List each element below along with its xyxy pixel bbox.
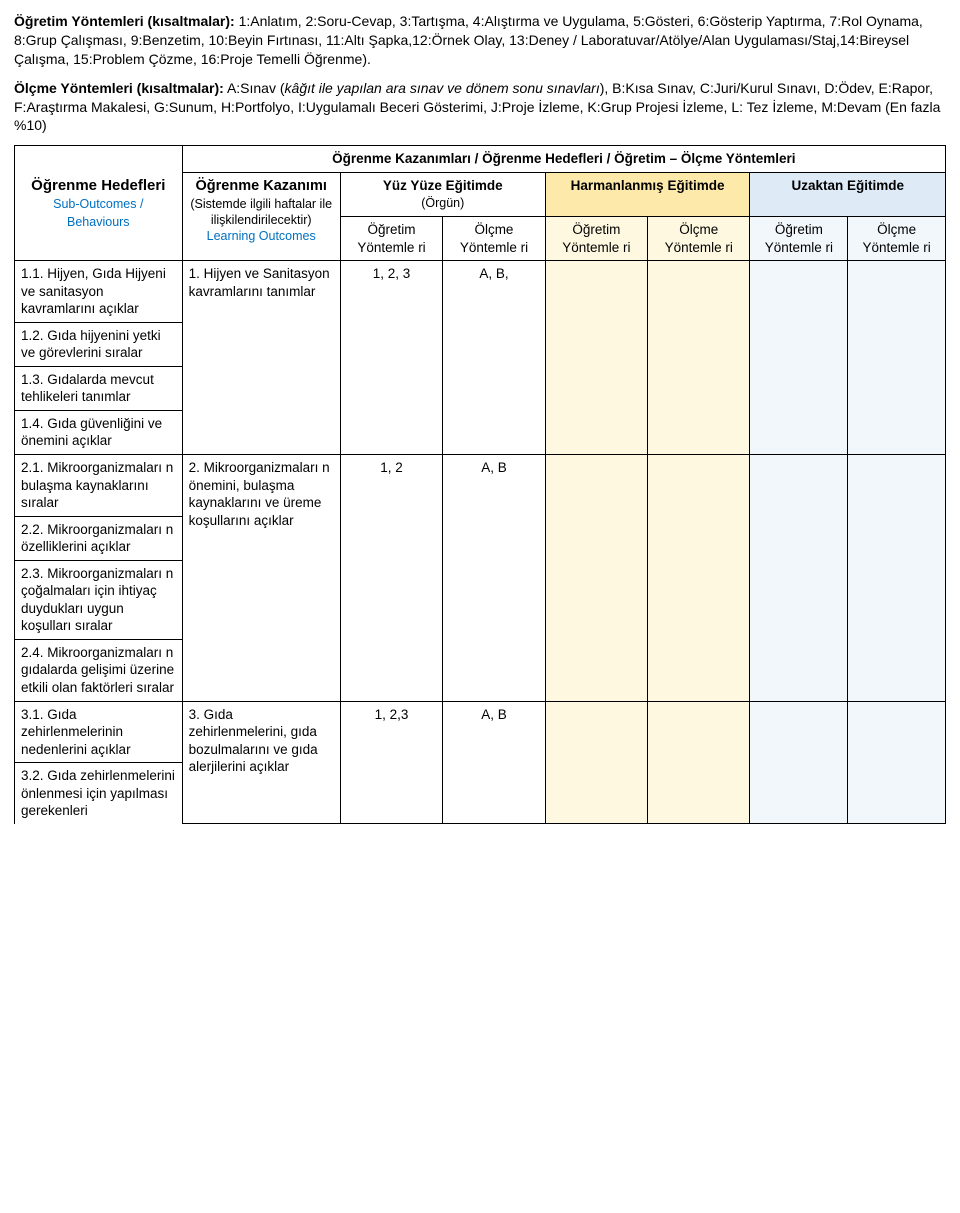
cell-2-3: 2.3. Mikroorganizmaları n çoğalmaları iç… [15, 560, 183, 639]
g2-olcme: A, B [443, 455, 545, 702]
cell-2-2: 2.2. Mikroorganizmaları n özelliklerini … [15, 516, 183, 560]
outcomes-table: Öğrenme Hedefleri Sub-Outcomes / Behavio… [14, 145, 946, 824]
g3-olcme: A, B [443, 701, 545, 824]
outcome-1: 1. Hijyen ve Sanitasyon kavramlarını tan… [182, 261, 340, 455]
g2-h-olcme [648, 455, 750, 702]
g2-u-ogretim [750, 455, 848, 702]
g3-ogretim: 1, 2,3 [340, 701, 442, 824]
kazanim-sub2: Learning Outcomes [189, 228, 334, 244]
left-header-sub: Sub-Outcomes / Behaviours [53, 197, 143, 229]
teaching-methods-paragraph: Öğretim Yöntemleri (kısaltmalar): 1:Anla… [14, 12, 946, 69]
assessment-methods-paragraph: Ölçme Yöntemleri (kısaltmalar): A:Sınav … [14, 79, 946, 136]
g3-h-olcme [648, 701, 750, 824]
row-3-1: 3.1. Gıda zehirlenmelerinin nedenlerini … [15, 701, 946, 763]
g3-h-ogretim [545, 701, 647, 824]
uzaktan-header: Uzaktan Eğitimde [750, 172, 946, 216]
harman-title: Harmanlanmış Eğitimde [571, 178, 725, 193]
assessment-em: kâğıt ile yapılan ara sınav ve dönem son… [285, 80, 600, 96]
row-1-1: 1.1. Hijyen, Gıda Hijyeni ve sanitasyon … [15, 261, 946, 323]
g1-ogretim: 1, 2, 3 [340, 261, 442, 455]
yuz-olcme-hdr: Ölçme Yöntemle ri [443, 216, 545, 260]
kazanim-header: Öğrenme Kazanımı (Sistemde ilgili haftal… [182, 172, 340, 260]
assessment-methods-label: Ölçme Yöntemleri (kısaltmalar): [14, 80, 224, 96]
g1-u-olcme [848, 261, 946, 455]
g2-ogretim: 1, 2 [340, 455, 442, 702]
cell-2-1: 2.1. Mikroorganizmaları n bulaşma kaynak… [15, 455, 183, 517]
cell-1-2: 1.2. Gıda hijyenini yetki ve görevlerini… [15, 322, 183, 366]
teaching-methods-label: Öğretim Yöntemleri (kısaltmalar): [14, 13, 235, 29]
cell-3-2: 3.2. Gıda zehirlenmelerini önlenmesi içi… [15, 763, 183, 824]
yuzyuze-header: Yüz Yüze Eğitimde (Örgün) [340, 172, 545, 216]
uzaktan-title: Uzaktan Eğitimde [791, 178, 904, 193]
cell-1-3: 1.3. Gıdalarda mevcut tehlikeleri tanıml… [15, 366, 183, 410]
g2-u-olcme [848, 455, 946, 702]
g1-h-ogretim [545, 261, 647, 455]
g1-h-olcme [648, 261, 750, 455]
kazanim-sub1: (Sistemde ilgili haftalar ile ilişkilend… [189, 196, 334, 229]
uzaktan-olcme-hdr: Ölçme Yöntemle ri [848, 216, 946, 260]
cell-2-4: 2.4. Mikroorganizmaları n gıdalarda geli… [15, 639, 183, 701]
cell-3-1: 3.1. Gıda zehirlenmelerinin nedenlerini … [15, 701, 183, 763]
main-header: Öğrenme Kazanımları / Öğrenme Hedefleri … [182, 146, 945, 173]
row-2-1: 2.1. Mikroorganizmaları n bulaşma kaynak… [15, 455, 946, 517]
g3-u-ogretim [750, 701, 848, 824]
kazanim-title: Öğrenme Kazanımı [189, 177, 334, 196]
harman-ogretim-hdr: Öğretim Yöntemle ri [545, 216, 647, 260]
uzaktan-ogretim-hdr: Öğretim Yöntemle ri [750, 216, 848, 260]
yuzyuze-sub: (Örgün) [421, 196, 464, 210]
cell-1-1: 1.1. Hijyen, Gıda Hijyeni ve sanitasyon … [15, 261, 183, 323]
outcome-2: 2. Mikroorganizmaları n önemini, bulaşma… [182, 455, 340, 702]
outcome-3: 3. Gıda zehirlenmelerini, gıda bozulmala… [182, 701, 340, 824]
left-header-cell: Öğrenme Hedefleri Sub-Outcomes / Behavio… [15, 146, 183, 261]
yuzyuze-title: Yüz Yüze Eğitimde [383, 178, 503, 193]
harman-olcme-hdr: Ölçme Yöntemle ri [648, 216, 750, 260]
harman-header: Harmanlanmış Eğitimde [545, 172, 750, 216]
assessment-pre: A:Sınav ( [224, 80, 285, 96]
left-header-title: Öğrenme Hedefleri [31, 177, 165, 194]
cell-1-4: 1.4. Gıda güvenliğini ve önemini açıklar [15, 410, 183, 454]
g1-olcme: A, B, [443, 261, 545, 455]
header-row-1: Öğrenme Hedefleri Sub-Outcomes / Behavio… [15, 146, 946, 173]
g2-h-ogretim [545, 455, 647, 702]
g3-u-olcme [848, 701, 946, 824]
yuz-ogretim-hdr: Öğretim Yöntemle ri [340, 216, 442, 260]
g1-u-ogretim [750, 261, 848, 455]
